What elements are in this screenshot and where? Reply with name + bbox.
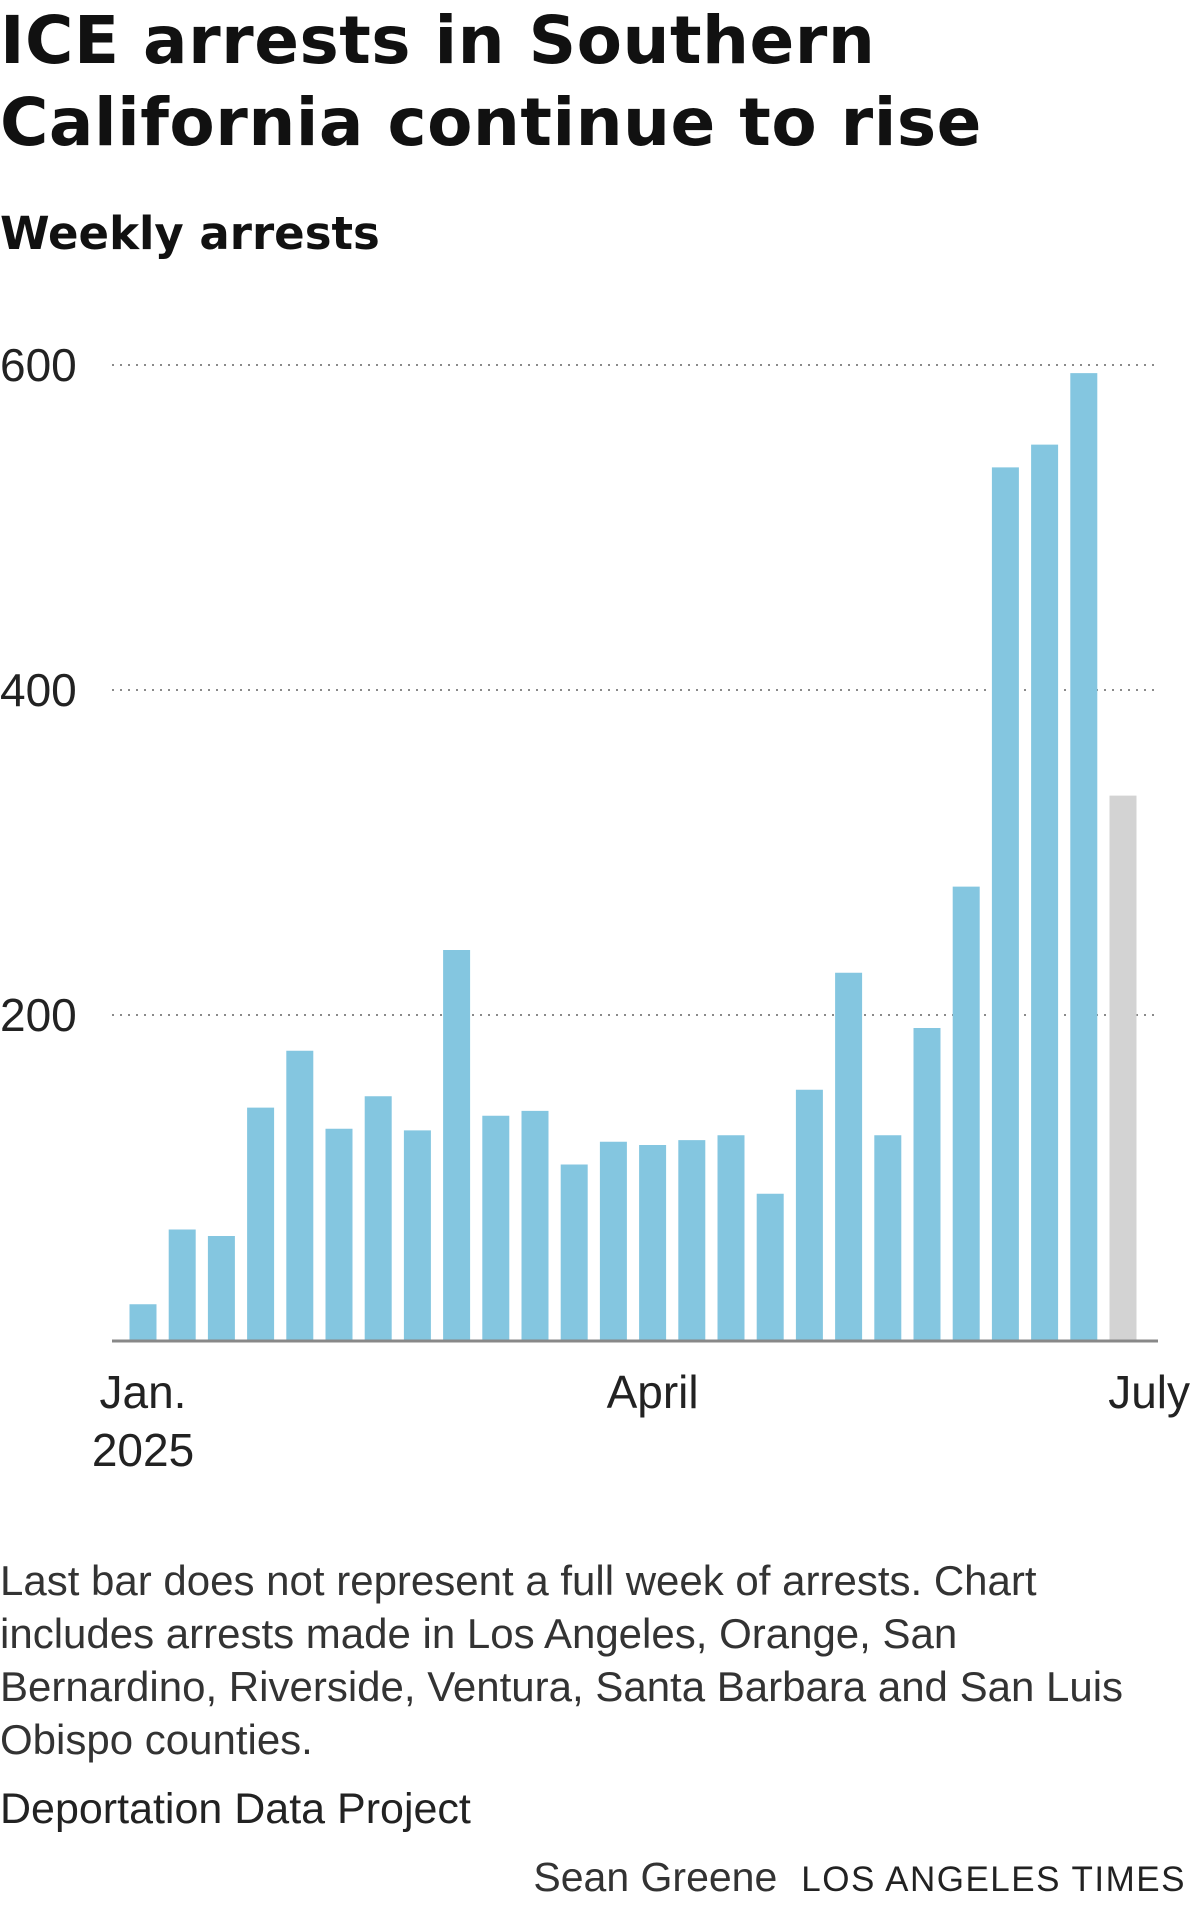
bar-week-18 — [795, 1089, 823, 1340]
bar-week-6 — [325, 1128, 353, 1340]
bar-week-1 — [129, 1304, 157, 1340]
bars — [129, 373, 1137, 1340]
x-tick-label-july: July — [1108, 1366, 1190, 1418]
bar-week-20 — [874, 1135, 902, 1340]
y-axis-labels: 200 400 600 — [0, 339, 77, 1041]
bar-week-12 — [560, 1164, 588, 1340]
bar-week-9 — [443, 950, 471, 1340]
x-tick-label-jan: Jan. 2025 — [92, 1366, 194, 1476]
bar-week-16 — [717, 1135, 745, 1340]
bar-week-4 — [247, 1107, 275, 1340]
bar-week-25 — [1070, 373, 1098, 1340]
source-label: Deportation Data Project — [0, 1785, 471, 1833]
chart-subtitle: Weekly arrests — [0, 207, 380, 260]
bar-partial-week — [1109, 795, 1137, 1340]
bar-week-3 — [207, 1236, 235, 1340]
publication-name: LOS ANGELES TIMES — [801, 1860, 1186, 1899]
chart-title: ICE arrests in Southern California conti… — [0, 2, 982, 161]
y-tick-label-600: 600 — [0, 339, 77, 391]
bar-week-7 — [364, 1096, 392, 1340]
x-axis-labels: Jan. 2025 April July — [92, 1366, 1190, 1476]
bar-week-22 — [952, 886, 980, 1340]
bar-week-2 — [168, 1229, 196, 1340]
bar-week-13 — [599, 1141, 627, 1340]
bar-week-17 — [756, 1193, 784, 1340]
bar-week-5 — [286, 1050, 314, 1340]
bar-week-21 — [913, 1028, 941, 1340]
bar-week-14 — [639, 1145, 667, 1340]
y-tick-label-200: 200 — [0, 989, 77, 1041]
x-tick-label-april: April — [607, 1366, 699, 1418]
credit-line: Sean Greene LOS ANGELES TIMES — [533, 1850, 1186, 1907]
bar-week-19 — [835, 972, 863, 1340]
bar-week-8 — [403, 1130, 431, 1340]
bar-week-11 — [521, 1110, 549, 1340]
y-tick-label-400: 400 — [0, 664, 77, 716]
author-credit: Sean Greene — [533, 1854, 778, 1900]
bar-week-23 — [991, 467, 1019, 1340]
bar-week-10 — [482, 1115, 510, 1340]
bar-week-24 — [1031, 444, 1059, 1340]
chart-note: Last bar does not represent a full week … — [0, 1557, 1124, 1763]
bar-chart: 200 400 600 Jan. 2025 April July — [0, 339, 1190, 1476]
bar-week-15 — [678, 1140, 706, 1340]
